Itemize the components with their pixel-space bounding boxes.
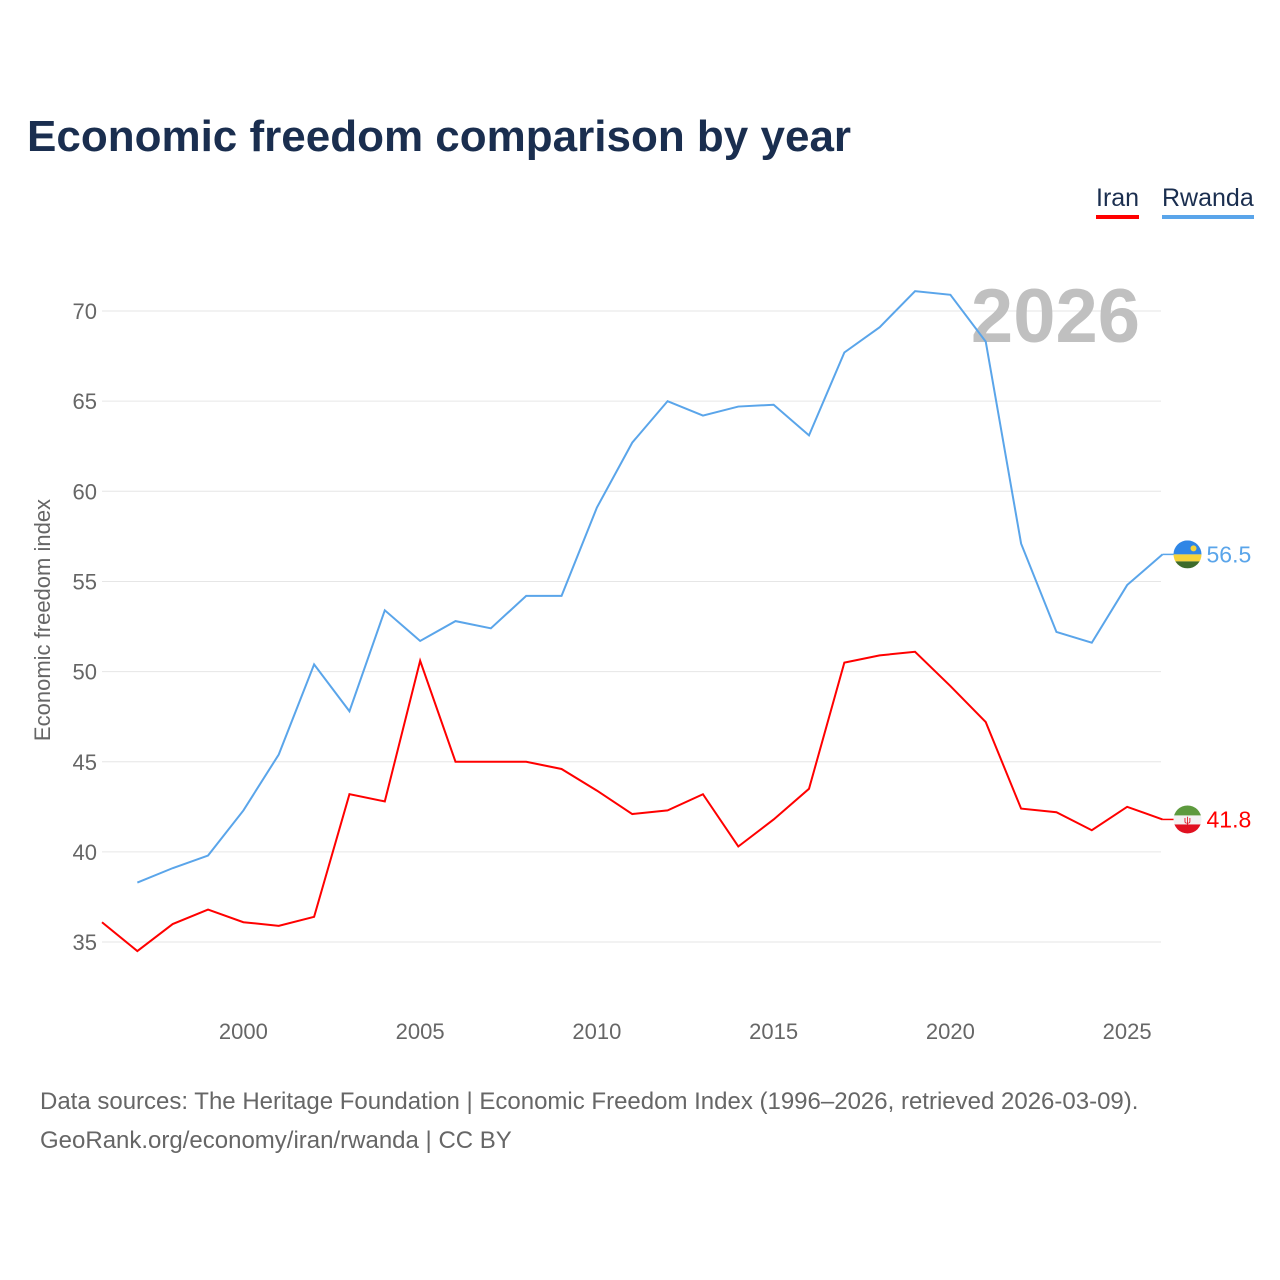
footer-sources: Data sources: The Heritage Foundation | …: [40, 1088, 1139, 1115]
y-axis-label: Economic freedom index: [30, 499, 55, 741]
x-tick-label: 2010: [572, 1019, 621, 1044]
series-line-iran: [101, 650, 1163, 953]
y-tick-label: 60: [73, 479, 97, 504]
chart-title: Economic freedom comparison by year: [27, 112, 852, 161]
footer-link[interactable]: GeoRank.org/economy/iran/rwanda | CC BY: [40, 1127, 512, 1154]
y-tick-label: 40: [73, 840, 97, 865]
series-line-rwanda: [136, 290, 1164, 884]
y-tick-label: 55: [73, 569, 97, 594]
y-tick-label: 35: [73, 930, 97, 955]
x-tick-label: 2000: [219, 1019, 268, 1044]
y-tick-label: 50: [73, 660, 97, 685]
year-watermark: 2026: [971, 274, 1140, 359]
rwanda-flag-icon: [1173, 540, 1202, 569]
legend-iran[interactable]: Iran: [1096, 184, 1140, 219]
x-tick-label: 2020: [926, 1019, 975, 1044]
end-value-label: 41.8: [1207, 806, 1252, 832]
svg-text:ψ: ψ: [1184, 815, 1191, 826]
end-value-label: 56.5: [1207, 541, 1252, 567]
x-tick-label: 2025: [1103, 1019, 1152, 1044]
legend-rwanda[interactable]: Rwanda: [1162, 184, 1254, 219]
iran-flag-icon: ψ: [1173, 805, 1202, 834]
y-tick-label: 65: [73, 389, 97, 414]
x-tick-label: 2015: [749, 1019, 798, 1044]
x-tick-label: 2005: [396, 1019, 445, 1044]
y-tick-label: 45: [73, 750, 97, 775]
y-tick-label: 70: [73, 299, 97, 324]
